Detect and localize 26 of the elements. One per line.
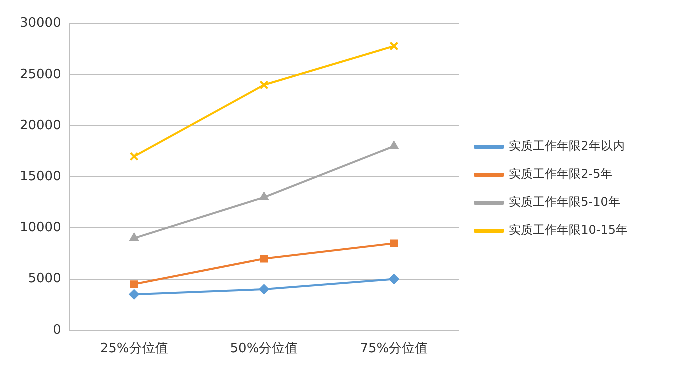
- point: [130, 152, 139, 162]
- point: [390, 141, 399, 150]
- legend-label: 实质工作年限2-5年: [509, 167, 613, 182]
- point: [260, 192, 269, 201]
- y-tick-label: 5000: [28, 272, 62, 287]
- x-tick-label: 75%分位值: [360, 342, 428, 357]
- point: [130, 280, 138, 288]
- legend-label: 实质工作年限5-10年: [509, 195, 620, 210]
- point: [389, 274, 400, 284]
- point: [259, 284, 270, 295]
- point: [390, 42, 399, 51]
- y-tick-label: 20000: [20, 118, 62, 134]
- y-tick-label: 10000: [20, 220, 62, 236]
- legend-label: 实质工作年限2年以内: [509, 139, 625, 154]
- point: [260, 80, 269, 90]
- y-tick-label: 15000: [20, 169, 62, 184]
- point: [390, 240, 398, 248]
- x-tick-label: 50%分位值: [230, 342, 298, 357]
- y-tick-label: 0: [53, 322, 62, 338]
- x-tick-label: 25%分位值: [100, 342, 168, 357]
- y-tick-label: 30000: [20, 16, 62, 32]
- point: [129, 290, 140, 300]
- point: [260, 255, 268, 263]
- legend-label: 实质工作年限10-15年: [509, 223, 628, 238]
- point: [130, 233, 139, 242]
- y-tick-label: 25000: [20, 67, 62, 82]
